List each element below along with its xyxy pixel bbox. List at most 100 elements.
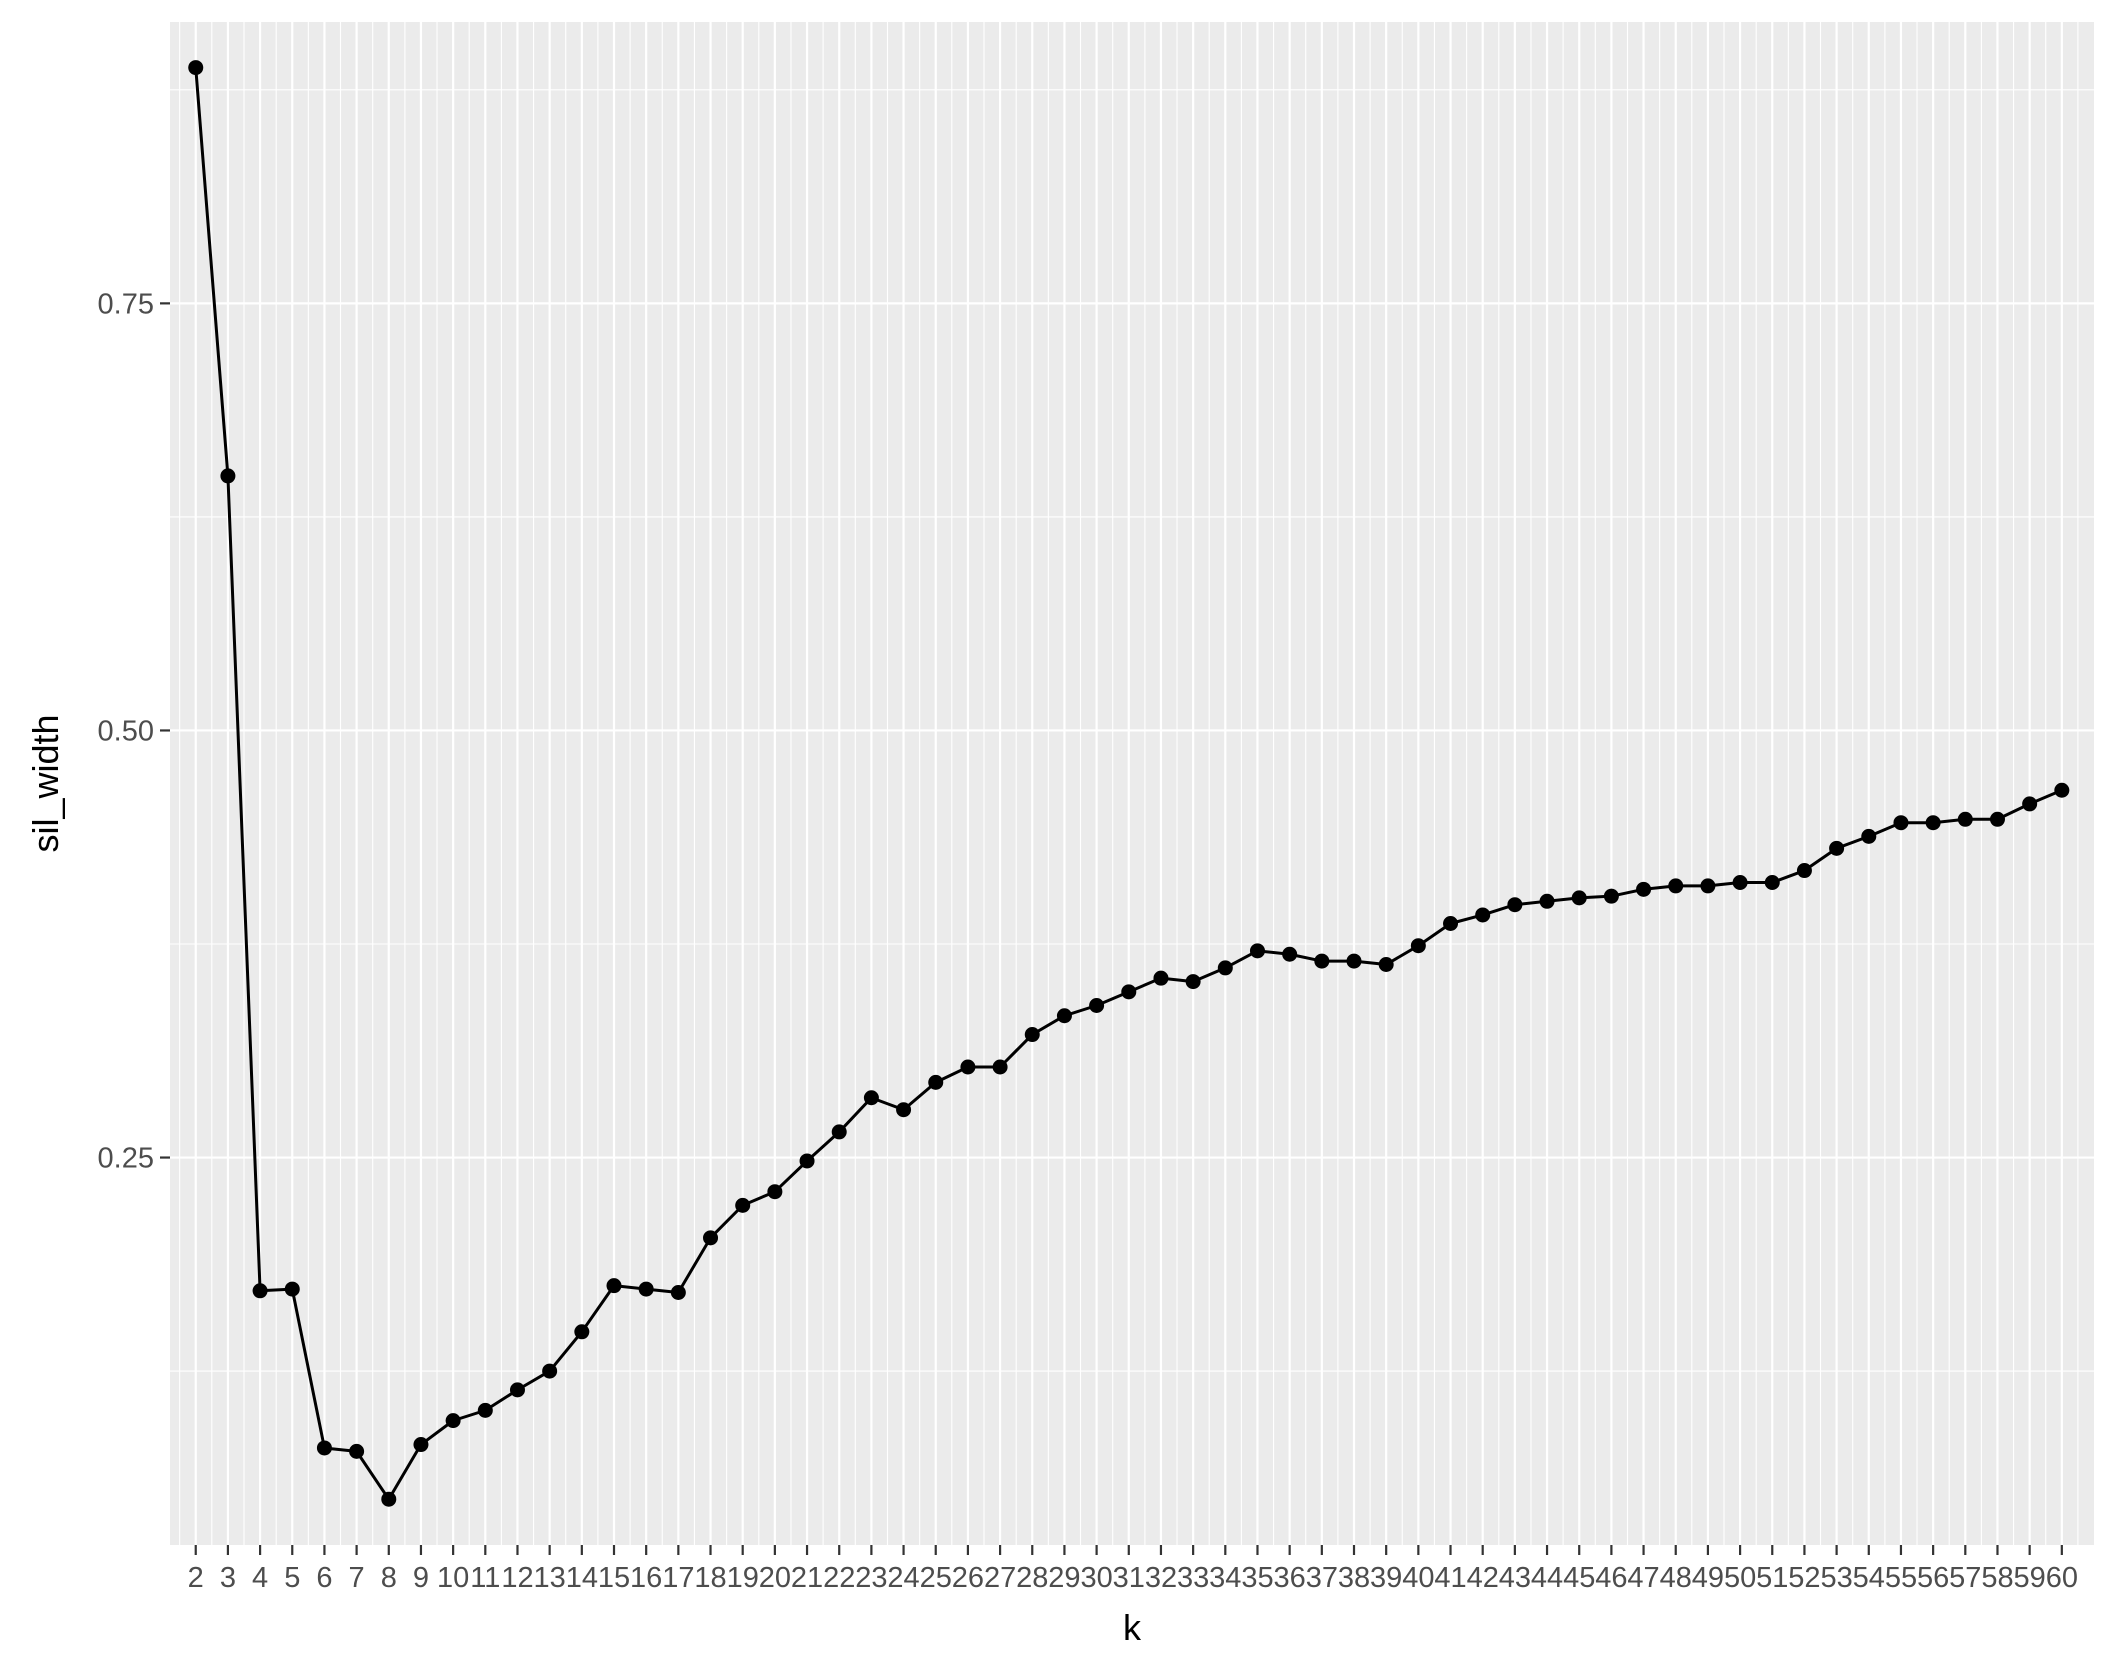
data-point bbox=[1153, 970, 1169, 986]
x-tick-label: 57 bbox=[1949, 1562, 1981, 1594]
data-point bbox=[1571, 890, 1587, 906]
data-points bbox=[188, 60, 2070, 1507]
data-point bbox=[477, 1402, 493, 1418]
x-tick-label: 24 bbox=[887, 1562, 919, 1594]
data-point bbox=[1121, 984, 1137, 1000]
data-point bbox=[1603, 888, 1619, 904]
x-tick-label: 46 bbox=[1595, 1562, 1627, 1594]
x-tick-label: 53 bbox=[1820, 1562, 1852, 1594]
x-tick-label: 49 bbox=[1692, 1562, 1724, 1594]
data-point bbox=[735, 1197, 751, 1213]
x-tick-label: 37 bbox=[1306, 1562, 1338, 1594]
data-point bbox=[1668, 878, 1684, 894]
x-tick-label: 11 bbox=[470, 1562, 500, 1594]
data-point bbox=[1957, 811, 1973, 827]
data-point bbox=[574, 1324, 590, 1340]
x-tick-label: 19 bbox=[727, 1562, 759, 1594]
data-point bbox=[767, 1184, 783, 1200]
data-point bbox=[703, 1230, 719, 1246]
x-tick-label: 42 bbox=[1467, 1562, 1499, 1594]
major-gridlines bbox=[170, 22, 2094, 1545]
x-tick-label: 28 bbox=[1016, 1562, 1048, 1594]
data-point bbox=[284, 1281, 300, 1297]
y-tick-label: 0.50 bbox=[98, 715, 154, 747]
x-tick-label: 52 bbox=[1788, 1562, 1820, 1594]
data-point bbox=[1893, 815, 1909, 831]
x-tick-label: 2 bbox=[188, 1562, 204, 1594]
x-tick-label: 18 bbox=[694, 1562, 726, 1594]
x-tick-label: 9 bbox=[413, 1562, 429, 1594]
data-point bbox=[1475, 907, 1491, 923]
x-axis: 2 3 4 5 6 7 8 9 10 11 12 13 14 15 16 17 18 19 20 21 22 23 24 25… bbox=[188, 1545, 2078, 1594]
x-tick-label: 41 bbox=[1434, 1562, 1466, 1594]
data-point bbox=[316, 1440, 332, 1456]
data-point bbox=[1861, 828, 1877, 844]
x-tick-label: 51 bbox=[1756, 1562, 1788, 1594]
data-point bbox=[2022, 796, 2038, 812]
data-point bbox=[1410, 938, 1426, 954]
data-point bbox=[799, 1153, 815, 1169]
data-point bbox=[188, 60, 204, 76]
data-point bbox=[1217, 960, 1233, 976]
data-point bbox=[1378, 957, 1394, 973]
x-tick-label: 36 bbox=[1274, 1562, 1306, 1594]
y-axis-title: sil_width bbox=[25, 714, 66, 852]
data-point bbox=[992, 1059, 1008, 1075]
x-tick-label: 31 bbox=[1113, 1562, 1145, 1594]
x-tick-label: 44 bbox=[1531, 1562, 1563, 1594]
x-tick-label: 48 bbox=[1660, 1562, 1692, 1594]
data-point bbox=[863, 1090, 879, 1106]
data-point bbox=[1829, 840, 1845, 856]
y-tick-label: 0.75 bbox=[98, 288, 154, 320]
x-tick-label: 30 bbox=[1080, 1562, 1112, 1594]
x-tick-label: 43 bbox=[1499, 1562, 1531, 1594]
data-point bbox=[1764, 874, 1780, 890]
data-point bbox=[445, 1413, 461, 1429]
x-tick-label: 6 bbox=[316, 1562, 332, 1594]
x-tick-label: 25 bbox=[920, 1562, 952, 1594]
data-point bbox=[1056, 1008, 1072, 1024]
x-tick-label: 10 bbox=[437, 1562, 469, 1594]
data-point bbox=[220, 468, 236, 484]
data-point bbox=[413, 1437, 429, 1453]
x-tick-label: 3 bbox=[220, 1562, 236, 1594]
data-point bbox=[1249, 943, 1265, 959]
data-point bbox=[1443, 915, 1459, 931]
x-tick-label: 27 bbox=[984, 1562, 1016, 1594]
data-point bbox=[606, 1278, 622, 1294]
x-tick-label: 38 bbox=[1338, 1562, 1370, 1594]
x-tick-label: 4 bbox=[252, 1562, 268, 1594]
x-tick-label: 26 bbox=[952, 1562, 984, 1594]
x-tick-label: 12 bbox=[501, 1562, 533, 1594]
x-tick-label: 47 bbox=[1627, 1562, 1659, 1594]
data-point bbox=[2054, 782, 2070, 798]
data-point bbox=[670, 1285, 686, 1301]
x-tick-label: 33 bbox=[1177, 1562, 1209, 1594]
x-tick-label: 40 bbox=[1402, 1562, 1434, 1594]
y-axis: 0.25 0.50 0.75 bbox=[98, 288, 170, 1175]
x-axis-title: k bbox=[1123, 1607, 1142, 1648]
data-point bbox=[1732, 874, 1748, 890]
data-point bbox=[1282, 946, 1298, 962]
x-tick-label: 50 bbox=[1724, 1562, 1756, 1594]
data-point bbox=[252, 1283, 268, 1299]
x-tick-label: 7 bbox=[349, 1562, 365, 1594]
x-tick-label: 29 bbox=[1048, 1562, 1080, 1594]
x-tick-label: 35 bbox=[1241, 1562, 1273, 1594]
data-point bbox=[1700, 878, 1716, 894]
x-tick-label: 54 bbox=[1853, 1562, 1885, 1594]
data-point bbox=[638, 1281, 654, 1297]
y-tick-label: 0.25 bbox=[98, 1143, 154, 1175]
x-tick-label: 60 bbox=[2046, 1562, 2078, 1594]
data-point bbox=[1636, 881, 1652, 897]
data-point bbox=[1989, 811, 2005, 827]
x-tick-label: 45 bbox=[1563, 1562, 1595, 1594]
data-point bbox=[1507, 897, 1523, 913]
data-point bbox=[1024, 1027, 1040, 1043]
x-tick-label: 14 bbox=[566, 1562, 598, 1594]
x-tick-label: 58 bbox=[1981, 1562, 2013, 1594]
x-tick-label: 56 bbox=[1917, 1562, 1949, 1594]
minor-gridlines bbox=[170, 22, 2094, 1545]
x-tick-label: 21 bbox=[791, 1562, 823, 1594]
